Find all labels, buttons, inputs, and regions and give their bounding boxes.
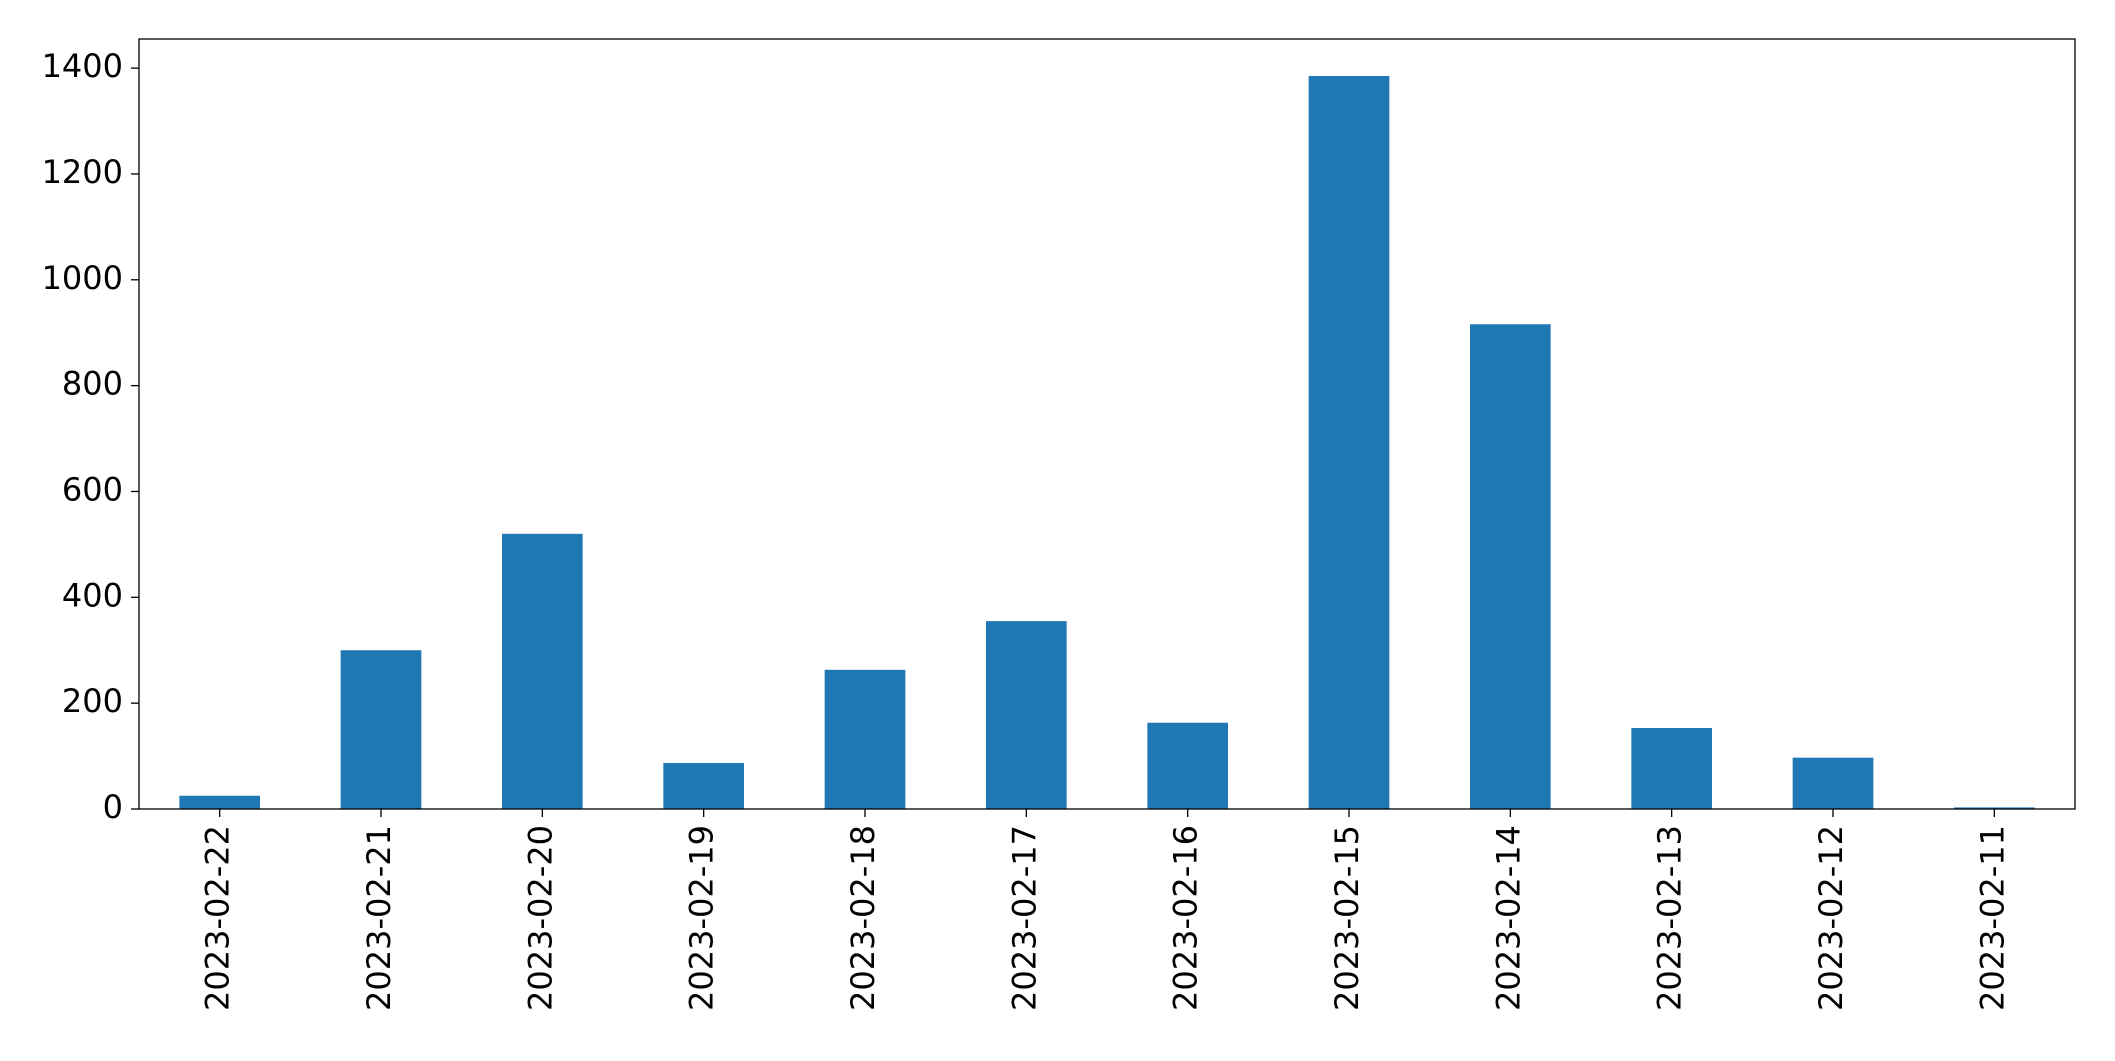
bar xyxy=(340,650,422,809)
x-tick-label: 2023-02-17 xyxy=(1005,825,1043,1011)
x-tick-label: 2023-02-16 xyxy=(1167,825,1205,1011)
bar xyxy=(1147,722,1228,809)
bar xyxy=(179,795,260,809)
x-tick-label: 2023-02-22 xyxy=(199,825,237,1011)
x-tick-label: 2023-02-18 xyxy=(844,825,882,1011)
y-tick-label: 0 xyxy=(103,788,123,826)
bar xyxy=(1631,728,1712,809)
y-tick-label: 400 xyxy=(62,576,123,614)
bar xyxy=(502,533,583,809)
x-tick-label: 2023-02-19 xyxy=(683,825,721,1011)
bar xyxy=(663,762,744,809)
bar xyxy=(1308,76,1390,809)
bar xyxy=(986,621,1067,809)
x-tick-label: 2023-02-14 xyxy=(1489,825,1527,1011)
x-tick-label: 2023-02-15 xyxy=(1328,825,1366,1011)
y-tick-label: 600 xyxy=(62,470,123,508)
y-tick-label: 1200 xyxy=(42,153,123,191)
y-tick-label: 200 xyxy=(62,682,123,720)
bar xyxy=(1470,324,1551,809)
x-tick-label: 2023-02-12 xyxy=(1812,825,1850,1011)
bar xyxy=(824,669,906,809)
x-tick-label: 2023-02-20 xyxy=(521,825,559,1011)
y-tick-label: 1000 xyxy=(42,259,123,297)
bar xyxy=(1792,757,1874,809)
x-tick-label: 2023-02-11 xyxy=(1973,825,2011,1011)
bar xyxy=(1954,807,2035,809)
x-tick-label: 2023-02-21 xyxy=(360,825,398,1011)
plot-frame xyxy=(138,38,2076,810)
y-tick-label: 1400 xyxy=(42,47,123,85)
x-tick-label: 2023-02-13 xyxy=(1651,825,1689,1011)
y-tick-label: 800 xyxy=(62,365,123,403)
